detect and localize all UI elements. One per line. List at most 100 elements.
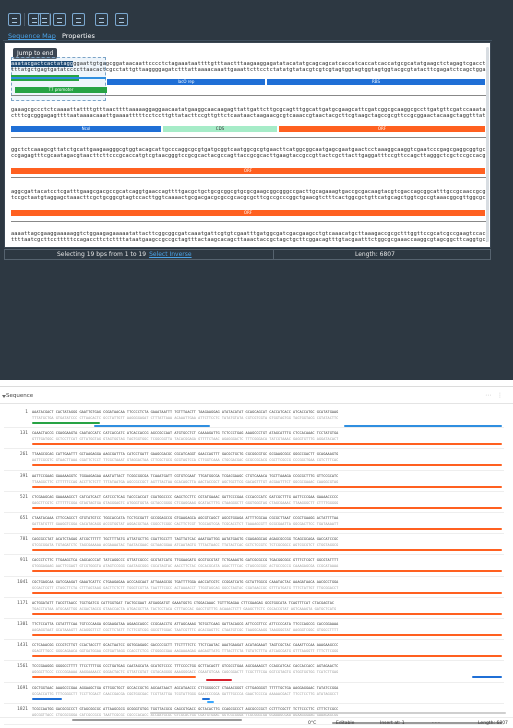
selection-status: Selecting 19 bps from 1 to 19 Select Inve… xyxy=(57,250,192,260)
temperature-text: 0°C xyxy=(308,721,317,726)
row-number: 1171 xyxy=(17,600,28,606)
panel-title: Sequence xyxy=(6,393,34,399)
dna-bottom-strand: tccgctaatgtaggagctaaacttcgctgcggcgtagtcc… xyxy=(11,195,487,201)
linear-sequence-view[interactable]: Jump to end aaatacgactcactataggggaattgtg… xyxy=(4,42,491,248)
sequence-row[interactable]: 781 CAGCGCCTAT ACATCTAGAG ATCGCTTTTT TGCT… xyxy=(4,534,504,556)
row-bottom-strand: GCGACTCGTT CTAGCTTCTA CTTTAGTAAG GACTTCT… xyxy=(32,585,339,590)
vertical-scrollbar[interactable] xyxy=(486,47,489,242)
selected-bases[interactable]: aaatacgactcactatagg xyxy=(11,61,74,67)
row-number: 1561 xyxy=(17,664,28,670)
row-bottom-strand: GGAGTTTGCC GGGCAGAACA GGTGATGGAA CGTGATT… xyxy=(32,649,339,654)
feature-bar[interactable] xyxy=(32,443,502,446)
sequence-row[interactable]: 1171 ACTGGATATT TACGTTAACC TGCTGATCG CATT… xyxy=(4,598,504,619)
row-top-strand: ACTGGATATT TACGTTAACC TGCTGATCG CATTGGTG… xyxy=(32,600,335,605)
jump-to-end-button[interactable]: Jump to end xyxy=(13,48,58,59)
refresh-icon[interactable] xyxy=(115,13,128,26)
row-number: 1301 xyxy=(17,622,28,627)
sequence-row[interactable]: 1 AAATACGACT CACTATAGGG GAATTGTGAG CGGATA… xyxy=(4,407,504,429)
sequence-row[interactable]: 131 CAAACTACCG CGAGGAAGTA CAATACCATC CATC… xyxy=(4,428,504,450)
tab-divider xyxy=(3,40,492,41)
dna-top-strand: aggcgattacatcctcgatttgaagcgacgccgcatcagg… xyxy=(11,189,487,195)
toolbar-separator xyxy=(49,13,50,26)
sequence-map-window: Sequence Map Properties Jump to end aaat… xyxy=(0,0,513,380)
tab-properties[interactable]: Properties xyxy=(62,32,95,40)
sequence-row[interactable]: 261 TTAAGCGCAG CATTGAATTT GCTAAGAGGA AAGC… xyxy=(4,449,504,471)
dots-text: - - - xyxy=(432,721,440,726)
panel-controls-icon[interactable]: ⋯ ⋮ xyxy=(485,392,505,399)
collapse-icon[interactable] xyxy=(2,395,6,398)
feature-bar[interactable] xyxy=(32,422,100,424)
header-divider xyxy=(0,403,513,404)
row-number: 131 xyxy=(19,431,28,437)
feature-bar[interactable] xyxy=(32,634,502,636)
dna-top-strand: aaatacgactcactataggggaattgtgagcggataacaa… xyxy=(11,61,487,67)
insert-position-text: Insert at: 1 xyxy=(380,721,405,726)
feature-bar[interactable] xyxy=(32,549,502,552)
feature-bar[interactable] xyxy=(344,425,502,427)
row-number: 651 xyxy=(19,516,28,521)
row-number: 1 xyxy=(25,410,28,415)
row-number: 781 xyxy=(19,537,28,543)
sequence-row[interactable]: 1041 CGCTGAGCAA GATCGAAGAT GAAATCATTC CTG… xyxy=(4,577,504,598)
feature-laco[interactable]: lacO rep xyxy=(107,79,265,85)
feature-promoter-label[interactable]: T7 promoter xyxy=(15,87,107,93)
row-top-strand: TTAAGCGCAG CATTGAATTT GCTAAGAGGA AAGCGAT… xyxy=(32,452,339,457)
feature-cds[interactable]: CDS xyxy=(163,126,277,132)
row-bottom-strand: AATTCGCGTC GTAACTTAAA CGATTCTCCT TTCGCTA… xyxy=(32,458,339,463)
feature-rbs[interactable]: RBS xyxy=(267,79,485,85)
dna-bottom-strand: tttatgctgagtgatatccccttaacactcgcctattgtt… xyxy=(11,67,487,73)
export-icon[interactable] xyxy=(95,13,108,26)
feature-bar[interactable] xyxy=(32,528,502,530)
row-top-strand: AAATACGACT CACTATAGGG GAATTGTGAG CGGATAA… xyxy=(32,410,339,414)
linear-map-icon[interactable] xyxy=(38,13,51,26)
feature-bar[interactable] xyxy=(32,485,502,488)
feature-bar[interactable] xyxy=(32,591,502,594)
circular-map-icon[interactable] xyxy=(28,13,41,26)
feature-bar[interactable] xyxy=(32,570,502,573)
row-bottom-strand: TGACCTATAA ATGCAATTGG ACGACTAGCG GTAACCA… xyxy=(32,606,337,611)
sequence-row[interactable]: 651 CTAATACAAA CTTCCAGCCT GTGTATGTCC TGGC… xyxy=(4,513,504,535)
feature-bar[interactable] xyxy=(72,718,242,721)
feature-bar[interactable] xyxy=(332,721,502,724)
feature-bar[interactable] xyxy=(32,612,502,615)
feature-bar[interactable] xyxy=(32,464,502,467)
feature-range[interactable] xyxy=(11,77,106,79)
row-bottom-strand: TTAAGGCTTC CTTTTTCCAG ACCTTCTCTT TTTATAA… xyxy=(32,479,339,484)
select-inverse-link[interactable]: Select Inverse xyxy=(149,251,192,258)
feature-bar[interactable] xyxy=(206,679,232,682)
sequence-ruler xyxy=(11,177,487,178)
sequence-row[interactable]: 391 AATTCCGAAG GAAAAAGGTC TGGAAGAGAA AAAT… xyxy=(4,471,504,492)
sequence-row[interactable]: 911 CACCCTCTTC TTGAAGCTCA CAGCACCCAT TATC… xyxy=(4,555,504,577)
sequence-row[interactable]: 1301 TTCTCCATTA CGTATTTCAA TGTCCCAAGA GCG… xyxy=(4,619,504,641)
feature-ncol[interactable]: Ncol xyxy=(11,126,161,132)
feature-bar[interactable] xyxy=(472,676,502,679)
dna-top-strand: aaaattagcgaaggaaaaaggtctggaagagaaaaatatt… xyxy=(11,231,487,237)
feature-bar[interactable] xyxy=(32,676,196,679)
row-bottom-strand: GTGGGAGAAG AACTTCGAGT GTCGTGGGTA ATAGTCC… xyxy=(32,564,339,569)
row-bottom-strand: AGCGGTTACC CTGCGCGGGA CATCGCCGCG TAATTCG… xyxy=(32,712,339,717)
sequence-row[interactable]: 1821 TCGCCAATGG GACGCGCCCT GTAGCGGCGC ATT… xyxy=(4,704,504,725)
feature-bar[interactable] xyxy=(32,655,502,658)
dna-bottom-strand: ccgagagtttcgcaatagacgtaacttcttcccgcaccat… xyxy=(11,153,487,159)
feature-orf[interactable]: ORF xyxy=(11,210,485,216)
horizontal-scrollbar[interactable] xyxy=(150,712,506,714)
sequence-row[interactable]: 1561 TCCCGAAGGG GGGGCCTTTT TTCCTTTTGG CCC… xyxy=(4,661,504,683)
sequence-row[interactable]: 521 CTCGAAGCAG GAAAAAGCCT CATCATCACT CATC… xyxy=(4,492,504,513)
row-top-strand: CGCTGGTAAC AAAGCCCGAA AGGAAGCTGA GTTGGCT… xyxy=(32,685,339,690)
sequence-row[interactable]: 1431 CCTCAAACGG CCCGTCTTGT CCACTACCTT GCA… xyxy=(4,640,504,662)
row-top-strand: CTCGAAGCAG GAAAAAGCCT CATCATCACT CATCCCT… xyxy=(32,494,339,499)
sequence-row[interactable]: 1691 CGCTGGTAAC AAAGCCCGAA AGGAAGCTGA GTT… xyxy=(4,683,504,704)
feature-bar[interactable] xyxy=(94,425,210,427)
feature-bar[interactable] xyxy=(32,697,62,700)
settings-icon[interactable] xyxy=(72,13,85,26)
feature-orf[interactable]: ORF xyxy=(11,168,485,174)
tab-sequence-map[interactable]: Sequence Map xyxy=(8,32,56,40)
feature-bar[interactable] xyxy=(207,700,214,703)
sequence-icon[interactable] xyxy=(53,13,66,26)
row-bottom-strand: AGGGCTTCCC CCCCGGAAAA AAGGAAAACC GGGACTA… xyxy=(32,670,339,675)
view-icon[interactable] xyxy=(8,13,21,26)
feature-orf[interactable]: ORF xyxy=(279,126,485,132)
feature-bar[interactable] xyxy=(32,506,502,509)
row-top-strand: TTCTCCATTA CGTATTTCAA TGTCCCAAGA GCGAAGA… xyxy=(32,622,339,626)
feature-bar[interactable] xyxy=(202,697,210,700)
